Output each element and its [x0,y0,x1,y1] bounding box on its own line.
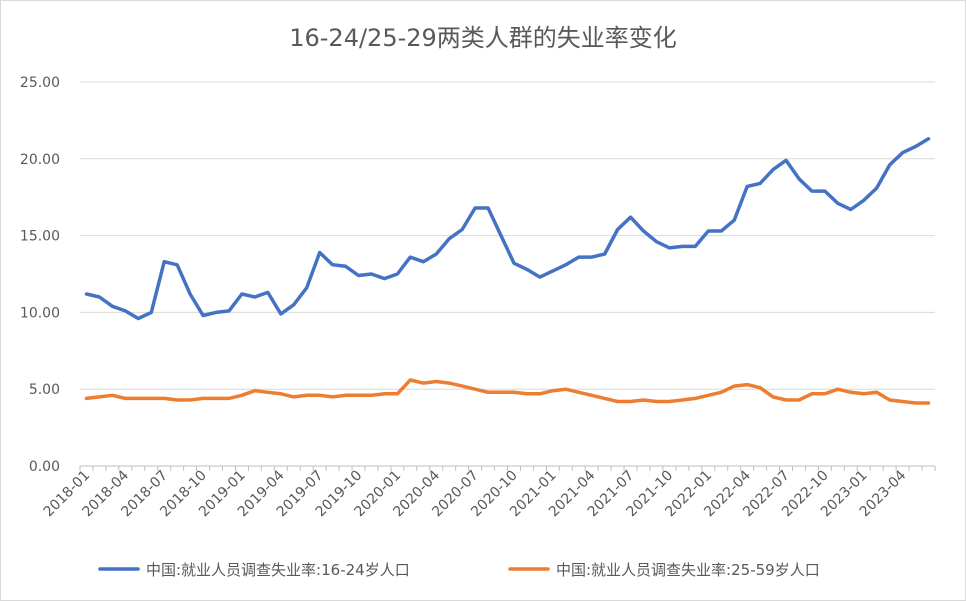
y-tick-label: 5.00 [29,382,60,398]
chart-title: 16-24/25-29两类人群的失业率变化 [289,24,677,52]
y-tick-label: 10.00 [20,305,60,321]
legend: 中国:就业人员调查失业率:16-24岁人口 中国:就业人员调查失业率:25-59岁… [98,561,820,579]
series-line-1 [84,137,931,321]
x-axis: 2018-012018-042018-072018-102019-012019-… [41,466,936,520]
y-tick-label: 0.00 [29,459,60,475]
y-tick-label: 20.00 [20,152,60,168]
legend-label-2: 中国:就业人员调查失业率:25-59岁人口 [556,561,820,579]
y-tick-label: 15.00 [20,229,60,245]
legend-label-1: 中国:就业人员调查失业率:16-24岁人口 [146,561,410,579]
series-lines [84,137,931,405]
series-line-2 [84,378,931,405]
grid-lines [80,81,935,467]
y-axis: 0.00 5.00 10.00 15.00 20.00 25.00 [20,75,60,475]
y-tick-label: 25.00 [20,75,60,91]
